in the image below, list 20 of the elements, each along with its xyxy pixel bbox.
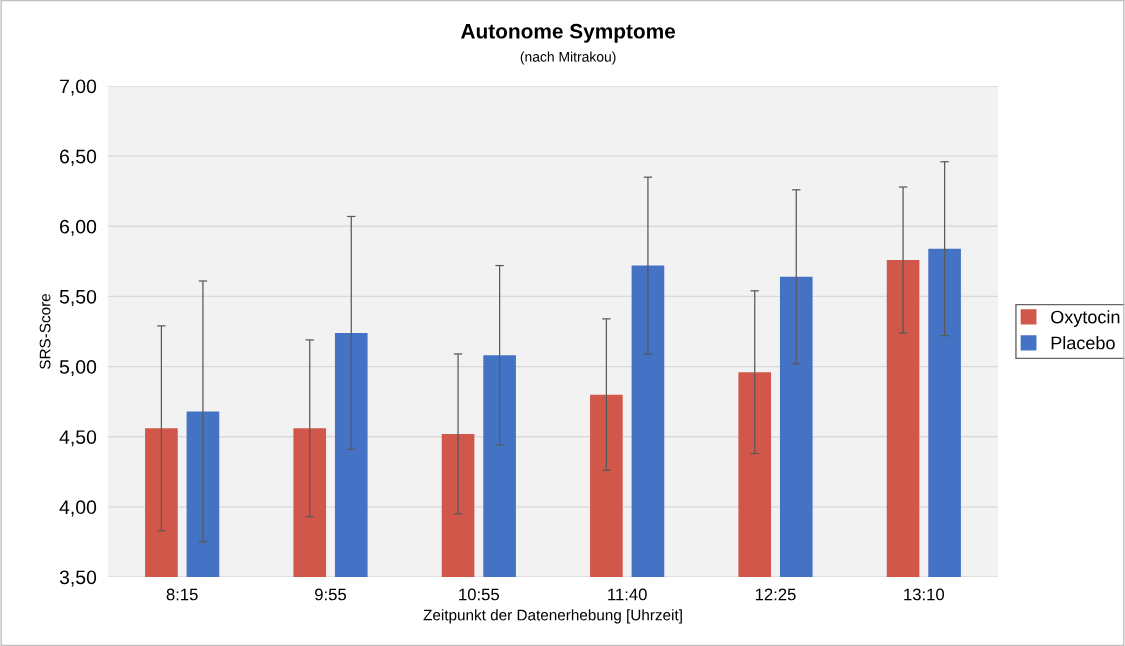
x-axis-title: Zeitpunkt der Datenerhebung [Uhrzeit]: [423, 609, 682, 624]
legend-label: Placebo: [1051, 336, 1115, 350]
y-tick-label: 4,00: [59, 500, 97, 517]
y-tick-label: 3,50: [59, 570, 97, 587]
x-tick-label: 8:15: [166, 588, 198, 601]
y-axis-title: SRS-Score: [39, 293, 51, 370]
y-tick-label: 6,50: [60, 149, 97, 166]
chart-title: Autonome Symptome: [461, 23, 676, 43]
x-tick-label: 9:55: [315, 588, 347, 601]
x-tick-label: 10:55: [459, 588, 499, 601]
x-tick-label: 13:10: [904, 588, 945, 601]
y-tick-label: 5,00: [59, 360, 97, 377]
x-tick-label: 11:40: [608, 588, 647, 601]
y-tick-label: 7,00: [60, 79, 97, 96]
y-tick-label: 4,50: [59, 430, 97, 447]
y-tick-label: 6,00: [60, 219, 97, 236]
x-tick-label: 12:25: [755, 588, 796, 601]
y-tick-label: 5,50: [59, 289, 97, 306]
chart-subtitle: (nach Mitrakou): [520, 51, 616, 65]
legend-label: Oxytocin: [1051, 310, 1120, 327]
